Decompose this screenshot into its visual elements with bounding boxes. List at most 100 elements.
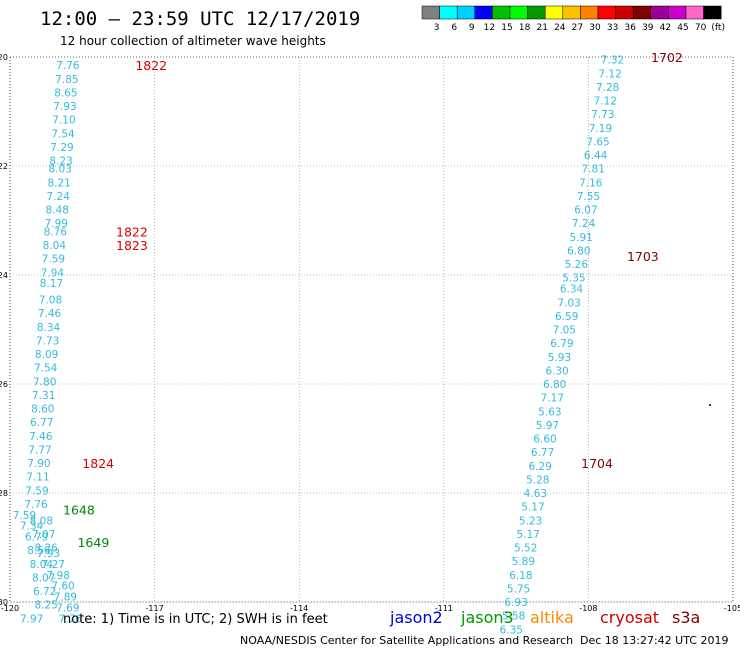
x-tick-label: -117 <box>146 604 164 613</box>
time-annotation: 1823 <box>116 238 148 253</box>
data-point-label: 6.79 <box>550 338 573 350</box>
data-point-label: 7.12 <box>594 96 617 108</box>
data-point-label: 8.09 <box>35 349 58 361</box>
legend-label: 18 <box>519 23 531 33</box>
time-annotation: 1648 <box>63 502 95 517</box>
data-point-label: 8.04 <box>30 559 54 571</box>
data-point-label: 7.97 <box>20 613 43 625</box>
data-point-label: 6.77 <box>531 447 554 459</box>
credit-line: NOAA/NESDIS Center for Satellite Applica… <box>240 634 574 647</box>
legend-label: 33 <box>607 23 618 33</box>
time-annotation: 1702 <box>651 50 683 65</box>
data-point-label: 7.07 <box>32 529 55 541</box>
legend-label: 3 <box>434 23 440 33</box>
data-point-label: 7.89 <box>54 592 77 604</box>
data-point-label: 7.12 <box>598 68 621 80</box>
x-tick-label: -105 <box>724 604 740 613</box>
time-annotation: 1822 <box>135 58 167 73</box>
data-point-label: 5.63 <box>538 406 561 418</box>
legend-jason2: jason2 <box>390 608 443 627</box>
time-annotation: 1649 <box>77 535 109 550</box>
data-point-label: 7.19 <box>589 123 612 135</box>
data-point-label: 6.80 <box>567 245 590 257</box>
data-point-label: 7.76 <box>56 60 80 72</box>
data-point-label: 8.34 <box>37 322 61 334</box>
data-point-label: 5.58 <box>502 611 525 623</box>
data-point-label: 8.60 <box>31 404 54 416</box>
footnote: note: 1) Time is in UTC; 2) SWH is in fe… <box>63 612 328 627</box>
data-point-label: 7.05 <box>553 325 576 337</box>
legend-label: 36 <box>624 23 636 33</box>
legend-swatch <box>703 5 722 20</box>
data-point-label: 7.32 <box>601 55 624 67</box>
data-point-label: 4.63 <box>524 488 547 500</box>
data-point-label: 7.85 <box>55 74 78 86</box>
x-tick-label: -120 <box>1 604 19 613</box>
time-annotation: 1703 <box>627 249 659 264</box>
data-point-label: 8.26 <box>34 543 58 555</box>
data-point-label: 8.76 <box>44 226 68 238</box>
data-point-label: 7.77 <box>28 444 51 456</box>
data-point-label: 8.07 <box>32 572 55 584</box>
legend-label: 6 <box>451 23 457 33</box>
data-point-label: 7.34 <box>20 521 44 533</box>
data-point-label: 5.23 <box>519 515 542 527</box>
x-tick-label: -108 <box>579 604 597 613</box>
legend-s3a: s3a <box>672 608 701 627</box>
legend-label: 9 <box>469 23 475 33</box>
x-tick-label: -111 <box>435 604 453 613</box>
legend-jason3: jason3 <box>461 608 514 627</box>
data-point-label: 7.17 <box>541 393 564 405</box>
time-annotation: 1824 <box>82 456 114 471</box>
legend-label: 42 <box>660 23 671 33</box>
data-point-label: 7.80 <box>33 376 56 388</box>
data-point-label: 7.73 <box>591 109 614 121</box>
stray-dot <box>709 404 711 406</box>
data-point-label: 7.54 <box>51 128 75 140</box>
legend-label: 24 <box>554 23 566 33</box>
data-point-label: 7.90 <box>27 458 50 470</box>
plot-frame <box>9 56 734 603</box>
data-point-label: 7.94 <box>41 267 65 279</box>
y-tick-label: -30 <box>0 598 8 607</box>
data-point-label: 7.69 <box>56 602 79 614</box>
data-point-label: 8.17 <box>40 278 63 290</box>
data-point-label: 5.52 <box>514 543 537 555</box>
data-point-label: 7.29 <box>50 142 73 154</box>
data-point-label: 7.65 <box>586 136 609 148</box>
data-point-label: 8.04 <box>43 240 67 252</box>
data-point-label: 6.77 <box>30 417 53 429</box>
legend-label: 12 <box>484 23 495 33</box>
data-point-label: 7.59 <box>25 485 48 497</box>
data-point-label: 6.60 <box>533 434 556 446</box>
data-point-label: 6.80 <box>543 379 566 391</box>
x-tick-label: -114 <box>290 604 308 613</box>
legend-label: 30 <box>589 23 601 33</box>
data-point-label: 6.18 <box>509 570 532 582</box>
data-point-label: 7.93 <box>53 101 76 113</box>
data-point-label: 8.23 <box>49 156 72 168</box>
time-annotation: 1704 <box>581 456 613 471</box>
data-point-label: 7.24 <box>47 191 71 203</box>
data-point-label: 7.99 <box>45 218 68 230</box>
data-point-label: 6.07 <box>574 205 597 217</box>
data-point-label: 7.28 <box>596 82 619 94</box>
data-point-label: 6.72 <box>33 586 56 598</box>
legend-label: 39 <box>642 23 654 33</box>
chart-subtitle: 12 hour collection of altimeter wave hei… <box>60 34 326 48</box>
data-point-label: 5.91 <box>569 232 592 244</box>
data-point-label: 5.17 <box>521 502 544 514</box>
data-point-label: 7.55 <box>577 191 600 203</box>
y-tick-label: -28 <box>0 489 8 498</box>
data-point-label: 5.17 <box>516 529 539 541</box>
data-point-label: 7.76 <box>59 613 83 625</box>
data-point-label: 7.73 <box>36 335 59 347</box>
data-point-label: 7.03 <box>557 297 580 309</box>
legend-label: 15 <box>501 23 512 33</box>
data-point-label: 5.97 <box>536 420 559 432</box>
legend-label: 45 <box>677 23 688 33</box>
data-point-label: 8.08 <box>30 515 53 527</box>
data-point-label: 8.21 <box>47 177 70 189</box>
data-point-label: 8.65 <box>54 87 77 99</box>
legend-label: 27 <box>572 23 583 33</box>
